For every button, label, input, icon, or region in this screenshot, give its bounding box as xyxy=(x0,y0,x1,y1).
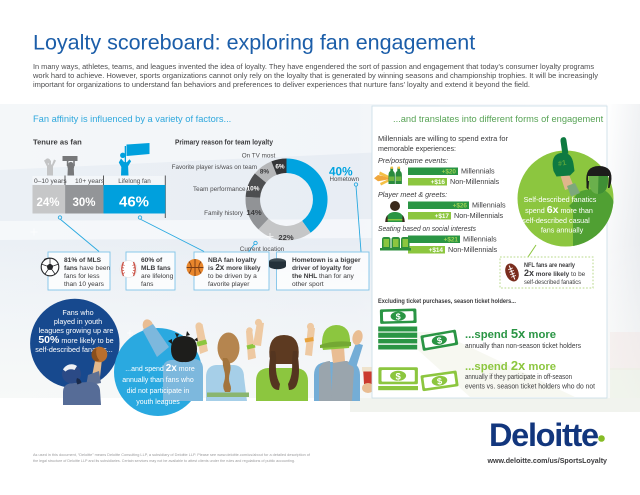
svg-text:+$14: +$14 xyxy=(429,247,444,254)
svg-text:Millennials: Millennials xyxy=(461,167,495,176)
svg-text:memorable experiences:: memorable experiences: xyxy=(378,144,456,153)
svg-text:Team performance: Team performance xyxy=(193,186,246,193)
svg-text:Player meet & greets:: Player meet & greets: xyxy=(378,190,447,199)
svg-text:self-described casual: self-described casual xyxy=(522,216,590,225)
svg-text:14%: 14% xyxy=(246,208,261,217)
svg-text:www.deloitte.com/us/SportsLoya: www.deloitte.com/us/SportsLoyalty xyxy=(486,457,607,465)
svg-text:youth leagues: youth leagues xyxy=(136,399,180,406)
svg-text:$: $ xyxy=(436,376,442,387)
svg-text:Millennials are willing to spe: Millennials are willing to spend extra f… xyxy=(378,134,509,143)
svg-text:MLB fans: MLB fans xyxy=(141,265,171,272)
svg-text:Deloitte: Deloitte xyxy=(489,417,598,453)
svg-text:spend 6x more than: spend 6x more than xyxy=(525,204,593,216)
svg-text:Lifelong fan: Lifelong fan xyxy=(118,178,151,185)
svg-text:0–10 years: 0–10 years xyxy=(34,178,67,185)
svg-text:driver of loyalty for: driver of loyalty for xyxy=(292,265,352,272)
svg-text:Millennials: Millennials xyxy=(472,201,506,210)
svg-text:Hometown is a bigger: Hometown is a bigger xyxy=(292,257,361,264)
svg-text:In many ways, athletes, teams,: In many ways, athletes, teams, and leagu… xyxy=(33,64,595,71)
svg-text:46%: 46% xyxy=(119,194,149,211)
svg-text:work hard to achieve. However,: work hard to achieve. However, sports or… xyxy=(32,73,599,80)
svg-text:Favorite player is/was on team: Favorite player is/was on team xyxy=(172,164,257,171)
svg-text:+$21: +$21 xyxy=(444,237,459,244)
svg-text:+$26: +$26 xyxy=(453,203,468,210)
svg-text:self-described fanatics: self-described fanatics xyxy=(524,279,581,286)
svg-text:Family history: Family history xyxy=(204,210,244,217)
svg-text:NFL fans are nearly: NFL fans are nearly xyxy=(524,262,575,269)
svg-text:Tenure as fan: Tenure as fan xyxy=(33,138,82,147)
svg-text:24%: 24% xyxy=(36,197,59,209)
svg-text:Hometown: Hometown xyxy=(330,176,360,183)
svg-text:On TV most: On TV most xyxy=(242,153,276,160)
svg-text:annually than non-season ticke: annually than non-season ticket holders xyxy=(465,341,581,350)
svg-text:...spend 2x more: ...spend 2x more xyxy=(465,358,556,373)
svg-text:+$20: +$20 xyxy=(442,169,457,176)
svg-text:fans have been: fans have been xyxy=(64,265,111,272)
svg-text:did not participate in: did not participate in xyxy=(127,388,190,395)
svg-text:leagues growing up are: leagues growing up are xyxy=(39,326,114,335)
svg-text:22%: 22% xyxy=(278,233,293,242)
svg-text:8%: 8% xyxy=(260,169,270,176)
svg-text:favorite player: favorite player xyxy=(208,281,250,288)
svg-text:$: $ xyxy=(395,371,401,382)
svg-text:...and translates into differe: ...and translates into different forms o… xyxy=(393,114,604,124)
svg-text:Primary reason for team loyalt: Primary reason for team loyalty xyxy=(175,138,274,147)
svg-text:Millennials: Millennials xyxy=(463,235,497,244)
svg-text:+$17: +$17 xyxy=(435,213,450,220)
svg-text:Self-described fanatics: Self-described fanatics xyxy=(524,195,597,204)
svg-text:than 10 years: than 10 years xyxy=(64,281,105,288)
svg-text:Current location: Current location xyxy=(240,246,285,253)
svg-text:50% more likely to be: 50% more likely to be xyxy=(38,334,113,346)
svg-text:Pre/postgame events:: Pre/postgame events: xyxy=(378,156,448,165)
svg-text:fans: fans xyxy=(141,281,154,288)
svg-text:6%: 6% xyxy=(275,164,285,171)
svg-text:10+ years: 10+ years xyxy=(75,178,105,185)
svg-text:the legal structure of Deloitt: the legal structure of Deloitte LLP and … xyxy=(33,458,295,463)
svg-text:played in youth: played in youth xyxy=(54,317,102,326)
svg-text:$: $ xyxy=(396,312,401,322)
svg-text:important for organizations to: important for organizations to understan… xyxy=(33,82,530,89)
svg-text:fans for less: fans for less xyxy=(64,273,100,280)
svg-text:Non-Millennials: Non-Millennials xyxy=(454,211,504,220)
svg-text:Fan affinity is influenced by: Fan affinity is influenced by a variety … xyxy=(33,114,231,124)
svg-text:the NHL than for any: the NHL than for any xyxy=(292,273,355,280)
svg-text:self-described fanatics...: self-described fanatics... xyxy=(35,345,113,354)
svg-text:2x more likely to be: 2x more likely to be xyxy=(524,268,586,278)
svg-text:Non-Millennials: Non-Millennials xyxy=(448,245,498,254)
svg-text:30%: 30% xyxy=(72,197,95,209)
svg-text:annually if they participate i: annually if they participate in off-seas… xyxy=(465,372,572,381)
svg-text:annually than fans who: annually than fans who xyxy=(122,377,194,384)
svg-text:#1: #1 xyxy=(557,158,567,168)
svg-text:+$16: +$16 xyxy=(431,179,446,186)
svg-text:81% of MLS: 81% of MLS xyxy=(64,257,102,264)
svg-text:events vs. season ticket holde: events vs. season ticket holders who do … xyxy=(465,382,595,391)
svg-text:40%: 40% xyxy=(329,165,353,179)
svg-text:Non-Millennials: Non-Millennials xyxy=(450,177,500,186)
svg-text:NBA fan loyalty: NBA fan loyalty xyxy=(208,257,257,264)
svg-text:$: $ xyxy=(436,335,443,346)
svg-text:60% of: 60% of xyxy=(141,257,163,264)
svg-text:...and spend 2x more: ...and spend 2x more xyxy=(125,363,195,374)
svg-text:are lifelong: are lifelong xyxy=(141,273,174,280)
svg-text:is 2x more likely: is 2x more likely xyxy=(208,263,261,272)
svg-text:...spend 5x more: ...spend 5x more xyxy=(465,326,556,341)
svg-text:Loyalty scoreboard: exploring: Loyalty scoreboard: exploring fan engage… xyxy=(33,31,475,55)
svg-text:Fans who: Fans who xyxy=(62,308,93,317)
svg-text:to be driven by a: to be driven by a xyxy=(208,273,257,280)
svg-text:fans annually: fans annually xyxy=(541,226,584,235)
svg-text:Excluding ticket purchases, se: Excluding ticket purchases, season ticke… xyxy=(378,298,516,305)
svg-text:Seating based on social intere: Seating based on social interests xyxy=(378,224,476,233)
svg-text:10%: 10% xyxy=(247,186,260,193)
svg-text:As used in this document, “Del: As used in this document, “Deloitte” mea… xyxy=(33,452,311,457)
svg-text:other sport: other sport xyxy=(292,281,324,288)
